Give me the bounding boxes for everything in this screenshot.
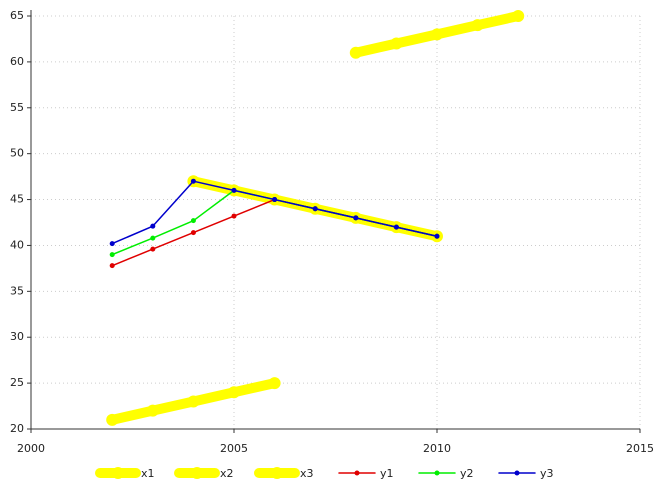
legend-marker	[434, 470, 440, 476]
legend-label: y3	[540, 467, 554, 480]
legend-label: x3	[300, 467, 314, 480]
series-line	[111, 198, 438, 267]
x-tick-label: 2015	[626, 442, 654, 455]
legend-item: y1	[338, 467, 394, 480]
y-tick-label: 60	[10, 55, 24, 68]
point	[393, 224, 399, 230]
x-tick-label: 2000	[17, 442, 45, 455]
point	[471, 19, 484, 32]
point	[434, 233, 440, 239]
point	[353, 215, 359, 221]
point	[312, 206, 318, 212]
legend-marker	[191, 467, 203, 479]
y-tick-label: 40	[10, 238, 24, 251]
point	[150, 235, 156, 241]
point	[146, 404, 159, 417]
point	[187, 395, 200, 408]
y-tick-label: 55	[10, 101, 24, 114]
point	[431, 28, 443, 41]
point	[349, 46, 362, 59]
point	[231, 213, 237, 219]
point	[268, 377, 281, 390]
point	[228, 386, 240, 399]
x-tick-label: 2005	[220, 442, 248, 455]
legend-marker	[112, 467, 124, 479]
point	[390, 37, 403, 50]
point	[190, 230, 196, 236]
point	[272, 197, 278, 203]
y-tick-label: 25	[10, 376, 24, 389]
point	[109, 263, 115, 269]
legend-item: x1	[95, 467, 155, 480]
point	[150, 223, 156, 229]
point	[231, 187, 237, 193]
y-tick-label: 30	[10, 330, 24, 343]
y-tick-label: 20	[10, 422, 24, 435]
legend-label: x1	[141, 467, 155, 480]
y-tick-label: 50	[10, 147, 24, 160]
x-tick-label: 2010	[423, 442, 451, 455]
point	[190, 218, 196, 224]
legend-marker	[271, 467, 283, 479]
legend-marker	[514, 470, 520, 476]
legend-label: y1	[380, 467, 394, 480]
point	[150, 246, 156, 252]
legend-item: x2	[174, 467, 234, 480]
point	[106, 413, 119, 426]
y-tick-label: 65	[10, 9, 24, 22]
point	[109, 252, 115, 258]
y-tick-label: 45	[10, 193, 24, 206]
legend-label: x2	[220, 467, 234, 480]
legend-item: y3	[498, 467, 554, 480]
legend-item: y2	[418, 467, 474, 480]
point	[512, 10, 525, 22]
y-tick-label: 35	[10, 284, 24, 297]
legend-label: y2	[460, 467, 474, 480]
legend-item: x3	[254, 467, 314, 480]
legend-marker	[354, 470, 360, 476]
point	[109, 241, 115, 247]
point	[190, 178, 196, 184]
